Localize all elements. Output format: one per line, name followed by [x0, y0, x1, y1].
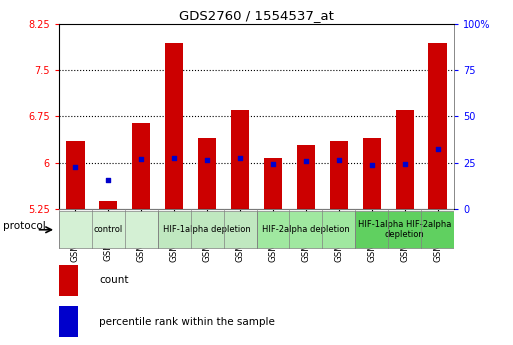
Point [236, 156, 244, 161]
Bar [355, 211, 454, 248]
Bar [330, 141, 348, 209]
Bar [165, 42, 183, 209]
Point [334, 157, 343, 163]
Bar [297, 145, 315, 209]
Bar [100, 201, 117, 209]
Text: HIF-1alpha depletion: HIF-1alpha depletion [163, 225, 251, 234]
Bar [256, 211, 355, 248]
Bar [132, 122, 150, 209]
Text: count: count [99, 275, 128, 285]
Bar [363, 138, 381, 209]
Point [433, 146, 442, 152]
Point [269, 162, 277, 167]
Bar [428, 42, 447, 209]
Point [368, 162, 376, 168]
Text: control: control [94, 225, 123, 234]
Bar [59, 265, 78, 296]
Bar [396, 110, 413, 209]
Point [302, 159, 310, 164]
Bar [198, 138, 216, 209]
Point [104, 178, 112, 183]
Bar [231, 110, 249, 209]
Point [137, 156, 145, 162]
Text: percentile rank within the sample: percentile rank within the sample [99, 317, 275, 327]
Bar [59, 306, 78, 337]
Point [401, 162, 409, 167]
Bar [264, 158, 282, 209]
Text: HIF-1alpha HIF-2alpha
depletion: HIF-1alpha HIF-2alpha depletion [358, 220, 451, 239]
Point [203, 157, 211, 163]
Text: protocol: protocol [3, 221, 46, 231]
Bar [158, 211, 256, 248]
Text: HIF-2alpha depletion: HIF-2alpha depletion [262, 225, 350, 234]
Point [170, 156, 179, 161]
Bar [66, 141, 85, 209]
Point [71, 164, 80, 170]
Bar [59, 211, 158, 248]
Title: GDS2760 / 1554537_at: GDS2760 / 1554537_at [179, 9, 334, 22]
